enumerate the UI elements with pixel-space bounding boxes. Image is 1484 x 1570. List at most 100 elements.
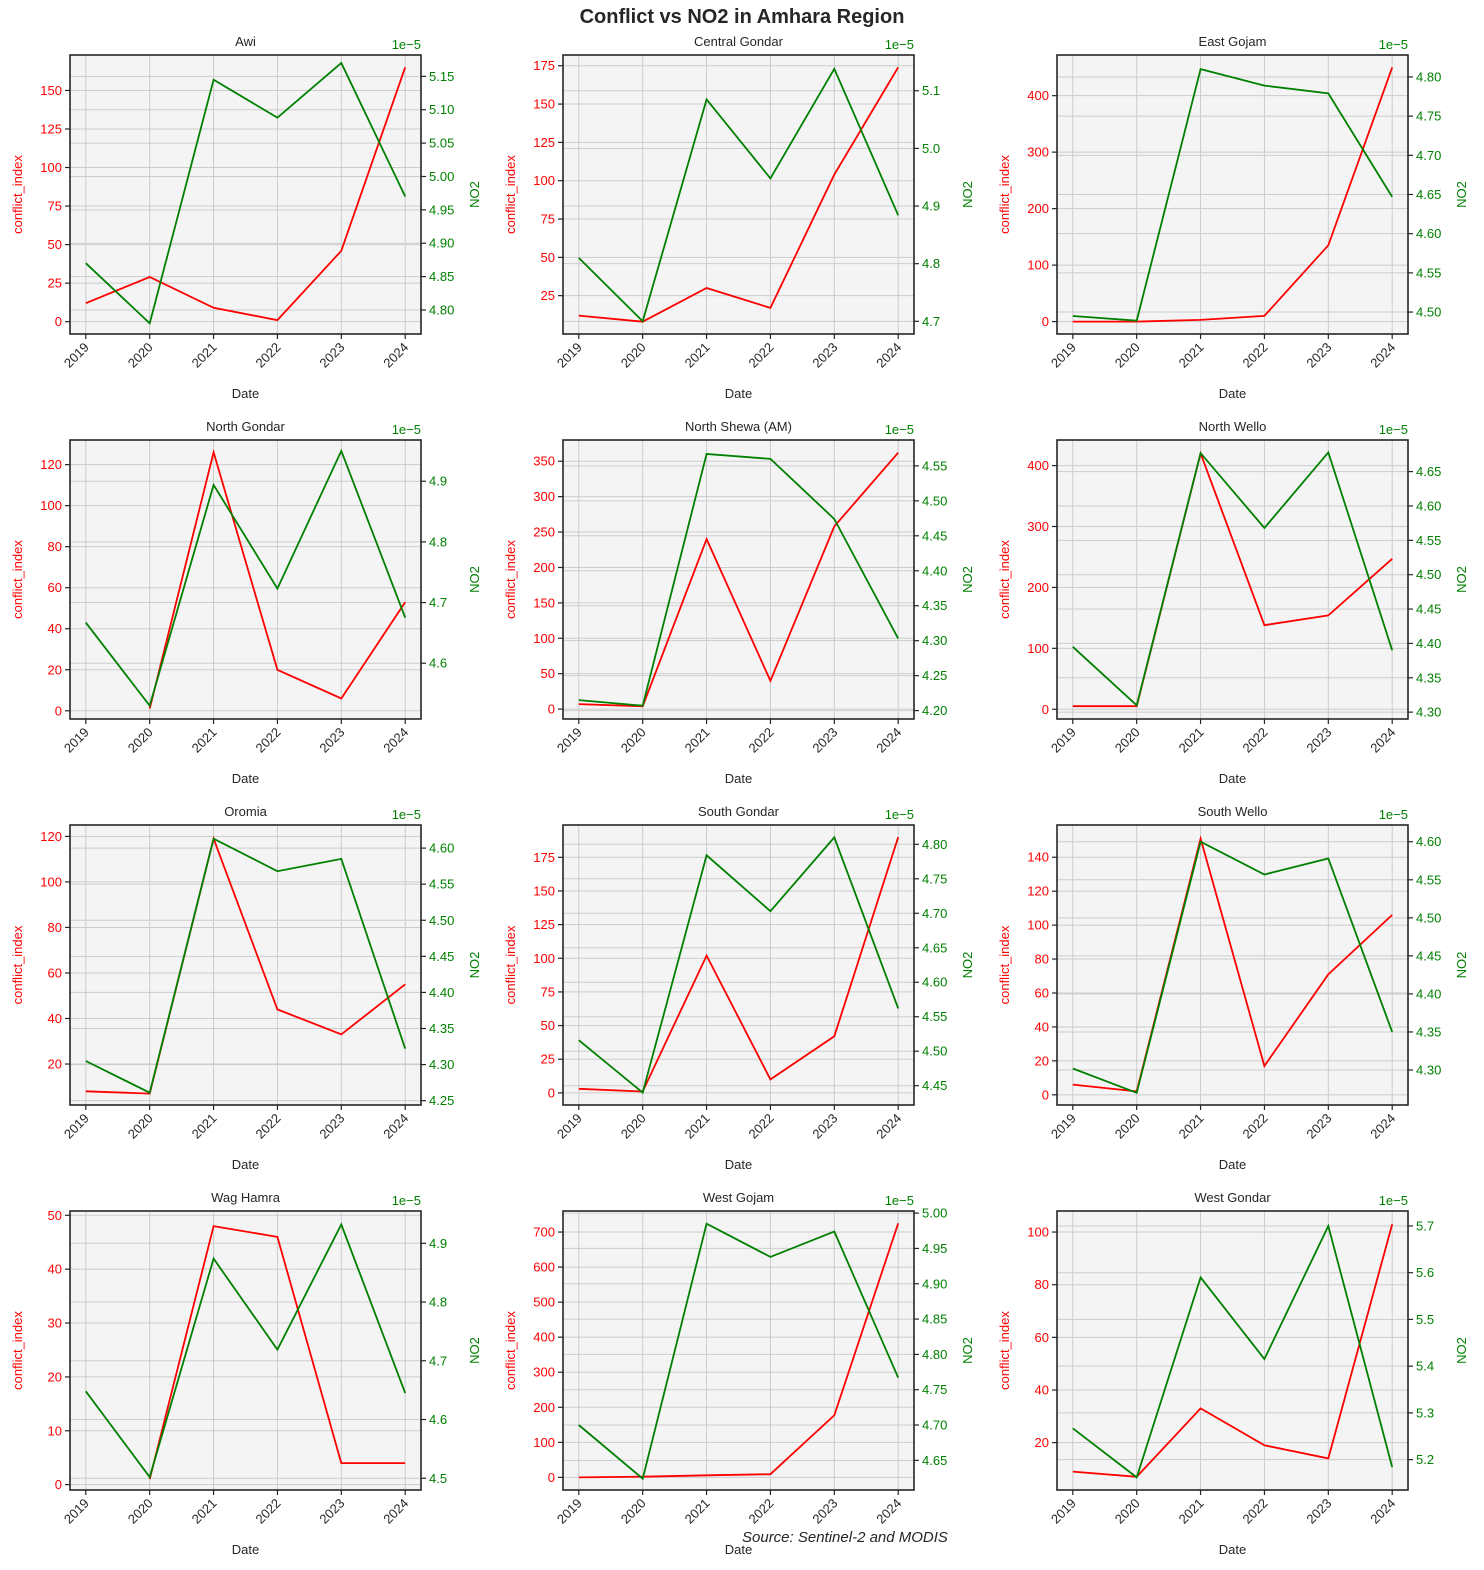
x-axis-label: Date bbox=[1219, 1542, 1246, 1557]
plot-background bbox=[70, 825, 421, 1105]
y-tick-label: 300 bbox=[1027, 145, 1049, 160]
axes-frame bbox=[1056, 1210, 1409, 1491]
x-tick-label: 2019 bbox=[61, 340, 92, 371]
subplot-title: Awi bbox=[235, 34, 256, 49]
subplot-south-gondar: South Gondar 0 25 50 75 100 125 150 175 4.45 4.50 4… bbox=[503, 804, 975, 1172]
x-tick-label: 2019 bbox=[61, 1111, 92, 1142]
x-tick-label: 2021 bbox=[189, 1496, 220, 1527]
x-axis-label: Date bbox=[232, 771, 259, 786]
conflict-line bbox=[578, 1223, 900, 1479]
x-axis-label: Date bbox=[725, 1542, 752, 1557]
x-axis-label: Date bbox=[1219, 1157, 1246, 1172]
y2-tick-label: 4.55 bbox=[1416, 533, 1441, 548]
y-tick-label: 20 bbox=[48, 1369, 62, 1384]
x-axis-label: Date bbox=[232, 386, 259, 401]
y2-tick-label: 4.8 bbox=[429, 1295, 447, 1310]
y-tick-label: 150 bbox=[40, 83, 62, 98]
y2-offset-label: 1e−5 bbox=[392, 1193, 421, 1208]
y-tick-label: 75 bbox=[48, 199, 62, 214]
y2-tick-label: 4.9 bbox=[429, 1236, 447, 1251]
y2-tick-label: 5.7 bbox=[1416, 1218, 1434, 1233]
x-tick-label: 2024 bbox=[873, 340, 904, 371]
conflict-line bbox=[578, 452, 899, 708]
x-tick-label: 2022 bbox=[746, 340, 777, 371]
y2-tick-label: 4.25 bbox=[922, 668, 947, 683]
y2-tick-label: 5.15 bbox=[429, 69, 454, 84]
x-tick-label: 2024 bbox=[1367, 1111, 1398, 1142]
y2-tick-label: 4.50 bbox=[429, 913, 454, 928]
subplot-south-wello: South Wello 0 20 40 60 80 100 120 140 4.30 4.35 4.4… bbox=[997, 804, 1469, 1172]
y-tick-label: 0 bbox=[1042, 314, 1049, 329]
y-tick-label: 25 bbox=[48, 276, 62, 291]
y2-tick-label: 5.05 bbox=[429, 136, 454, 151]
y2-tick-label: 4.60 bbox=[1416, 226, 1441, 241]
no2-line bbox=[578, 835, 900, 1095]
x-tick-label: 2020 bbox=[1112, 1496, 1143, 1527]
x-tick-label: 2021 bbox=[1176, 725, 1207, 756]
x-tick-label: 2023 bbox=[1303, 1111, 1334, 1142]
y2-tick-label: 4.5 bbox=[429, 1471, 447, 1486]
no2-line bbox=[578, 1222, 900, 1481]
y-tick-label: 200 bbox=[533, 1400, 555, 1415]
y-axis-label: conflict_index bbox=[503, 155, 518, 234]
y2-tick-label: 4.80 bbox=[1416, 69, 1441, 84]
y-axis-label: conflict_index bbox=[997, 1311, 1012, 1390]
y2-tick-label: 4.60 bbox=[1416, 498, 1441, 513]
y2-axis-label: NO2 bbox=[1454, 952, 1469, 979]
x-tick-label: 2023 bbox=[1303, 1496, 1334, 1527]
y-axis-label: conflict_index bbox=[10, 925, 25, 1004]
y2-tick-label: 5.6 bbox=[1416, 1265, 1434, 1280]
y-tick-label: 0 bbox=[548, 1085, 555, 1100]
x-tick-label: 2019 bbox=[1048, 1111, 1079, 1142]
x-tick-label: 2020 bbox=[618, 340, 649, 371]
conflict-line bbox=[85, 835, 406, 1095]
y-tick-label: 60 bbox=[48, 580, 62, 595]
plot-background bbox=[563, 55, 914, 334]
subplot-north-gondar: North Gondar 0 20 40 60 80 100 120 4.6 4.7 4.8 4.9 1… bbox=[10, 419, 482, 786]
x-tick-label: 2019 bbox=[554, 1496, 585, 1527]
x-tick-label: 2022 bbox=[1240, 340, 1271, 371]
y-tick-label: 300 bbox=[533, 1365, 555, 1380]
y2-axis-label: NO2 bbox=[1454, 1337, 1469, 1364]
x-axis-label: Date bbox=[232, 1542, 259, 1557]
x-tick-label: 2024 bbox=[1367, 340, 1398, 371]
y-tick-label: 40 bbox=[48, 1011, 62, 1026]
y-tick-label: 75 bbox=[541, 984, 555, 999]
y2-tick-label: 4.55 bbox=[1416, 265, 1441, 280]
x-tick-label: 2022 bbox=[746, 725, 777, 756]
plot-background bbox=[70, 55, 421, 334]
plot-background bbox=[563, 825, 914, 1105]
x-tick-label: 2019 bbox=[61, 725, 92, 756]
conflict-line bbox=[578, 836, 900, 1093]
axes-frame bbox=[69, 54, 422, 335]
y-tick-label: 0 bbox=[55, 314, 62, 329]
y2-offset-label: 1e−5 bbox=[1379, 807, 1408, 822]
y2-tick-label: 5.0 bbox=[922, 141, 940, 156]
y2-tick-label: 4.6 bbox=[429, 656, 447, 671]
x-axis-label: Date bbox=[725, 771, 752, 786]
y-tick-label: 200 bbox=[1027, 201, 1049, 216]
x-axis-label: Date bbox=[725, 1157, 752, 1172]
subplot-title: Oromia bbox=[224, 804, 267, 819]
no2-line bbox=[1072, 68, 1393, 322]
y2-tick-label: 4.50 bbox=[1416, 910, 1441, 925]
y2-offset-label: 1e−5 bbox=[1379, 422, 1408, 437]
y-tick-label: 20 bbox=[48, 1057, 62, 1072]
y-tick-label: 300 bbox=[533, 489, 555, 504]
y-tick-label: 20 bbox=[1035, 1435, 1049, 1450]
axes-frame bbox=[69, 439, 422, 720]
y-tick-label: 100 bbox=[1027, 258, 1049, 273]
y-tick-label: 250 bbox=[533, 525, 555, 540]
x-tick-label: 2023 bbox=[316, 725, 347, 756]
y2-tick-label: 4.45 bbox=[922, 528, 947, 543]
y2-tick-label: 4.95 bbox=[922, 1241, 947, 1256]
y2-axis-label: NO2 bbox=[960, 566, 975, 593]
subplot-title: West Gondar bbox=[1194, 1190, 1271, 1205]
axes-frame bbox=[562, 824, 915, 1106]
plot-background bbox=[1057, 825, 1408, 1105]
y2-tick-label: 4.40 bbox=[922, 563, 947, 578]
y-tick-label: 150 bbox=[533, 97, 555, 112]
y-tick-label: 80 bbox=[48, 920, 62, 935]
subplot-west-gojam: West Gojam 0 100 200 300 400 500 600 700 4.65 4.70… bbox=[503, 1190, 975, 1557]
subplot-title: South Wello bbox=[1198, 804, 1268, 819]
